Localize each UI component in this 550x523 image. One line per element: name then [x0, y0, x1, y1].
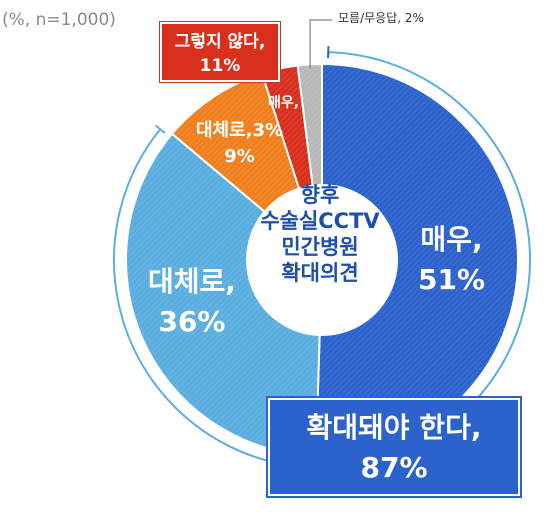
dont-know-label: 모름/무응답, 2%: [338, 11, 424, 25]
not-agree-label: 그렇지 않다,: [174, 32, 266, 52]
expand-summary-label: 확대돼야 한다,: [306, 411, 482, 444]
very-label-text: 매우,: [420, 223, 483, 256]
donut-slice-texture-3: [172, 73, 300, 212]
donut-slice-texture-1: [315, 64, 519, 456]
center-title-line-3: 민간병원: [281, 235, 359, 259]
expand-summary-value: 87%: [360, 451, 428, 484]
very-no-label-text: 매우,: [268, 95, 300, 111]
generally-value: 36%: [158, 305, 226, 338]
center-title-line-2: 수술실CCTV: [260, 209, 380, 233]
dont-know-leader-line: [309, 19, 332, 69]
expand-bracket-tick-2: [154, 124, 166, 134]
center-title-line-1: 향후: [300, 183, 340, 207]
donut-slice-texture-4: [262, 65, 313, 189]
not-agree-value: 11%: [199, 56, 241, 76]
donut-slice-texture-2: [126, 133, 320, 456]
expand-summary-box: 확대돼야 한다, 87%: [268, 398, 520, 496]
generally-no-label: 대체로,3% 9%: [196, 118, 283, 170]
generally-label-text: 대체로,: [148, 265, 236, 298]
center-title-line-4: 확대의견: [281, 261, 359, 285]
very-value: 51%: [418, 263, 486, 296]
generally-no-label-text: 대체로,3%: [196, 120, 284, 141]
center-title: 향후 수술실CCTV 민간병원 확대의견: [240, 182, 400, 286]
generally-no-value: 9%: [224, 146, 255, 167]
very-no-label: 매우,: [268, 94, 299, 112]
donut-slice-texture-5: [297, 64, 322, 186]
unit-note: (%, n=1,000): [2, 10, 116, 30]
not-agree-box: 그렇지 않다, 11%: [160, 22, 280, 82]
generally-label: 대체로, 36%: [148, 262, 236, 342]
very-label: 매우, 51%: [418, 220, 485, 300]
